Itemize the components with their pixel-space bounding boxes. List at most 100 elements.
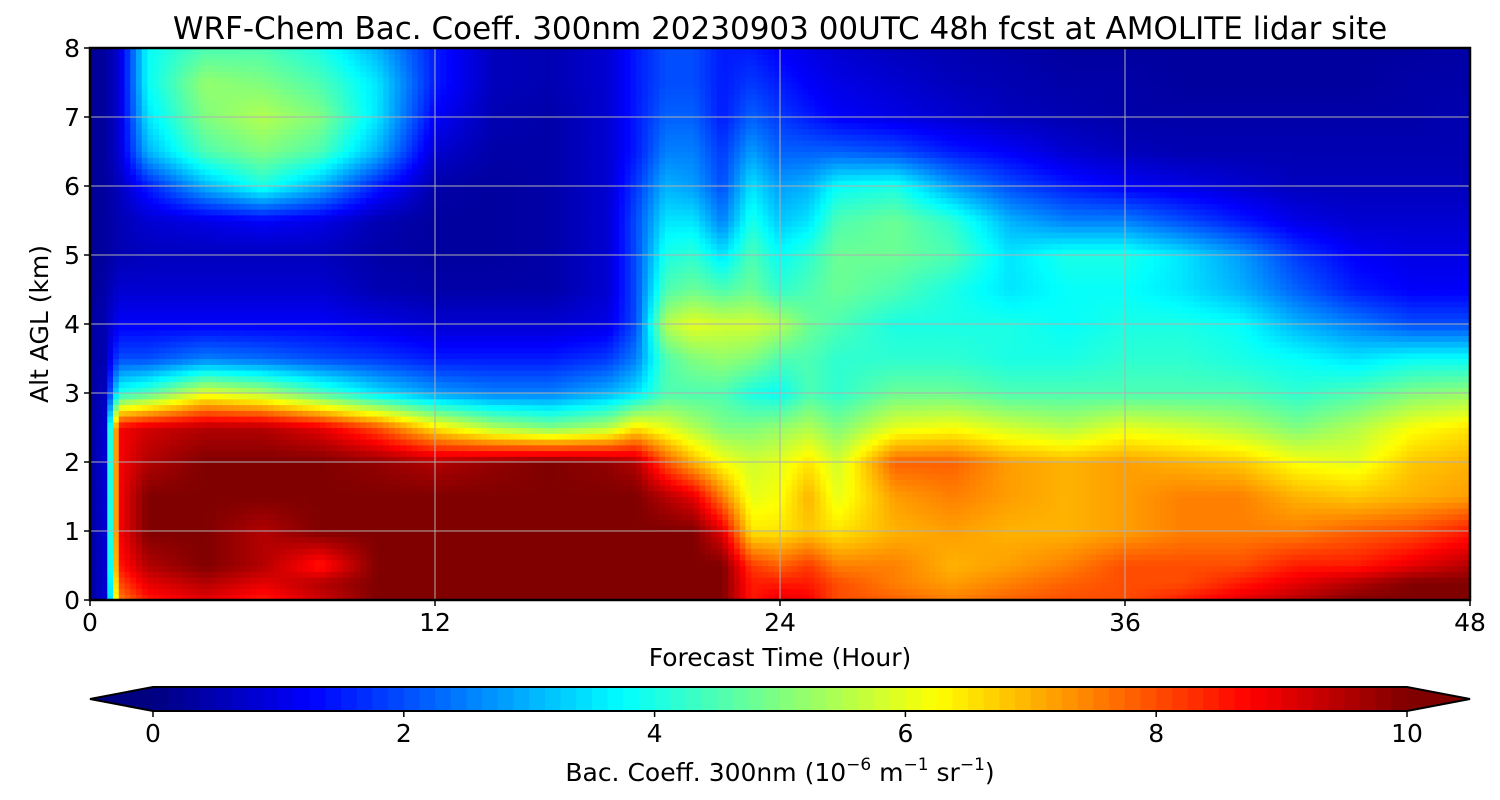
heatmap-cell [849, 520, 855, 526]
heatmap-cell [1194, 554, 1200, 560]
heatmap-cell [1033, 514, 1039, 520]
heatmap-cell [360, 508, 366, 514]
heatmap-cell [757, 485, 763, 491]
heatmap-cell [734, 566, 740, 572]
heatmap-cell [889, 479, 895, 485]
heatmap-cell [240, 497, 246, 503]
heatmap-cell [1027, 560, 1033, 566]
heatmap-cell [1085, 577, 1091, 583]
heatmap-cell [194, 508, 200, 514]
heatmap-cell [1326, 560, 1332, 566]
heatmap-cell [1344, 566, 1350, 572]
heatmap-cell [1395, 537, 1401, 543]
heatmap-cell [527, 566, 533, 572]
heatmap-cell [1332, 548, 1338, 554]
heatmap-cell [136, 554, 142, 560]
heatmap-cell [498, 554, 504, 560]
heatmap-cell [424, 548, 430, 554]
heatmap-cell [1292, 502, 1298, 508]
heatmap-cell [314, 560, 320, 566]
heatmap-cell [613, 589, 619, 595]
heatmap-cell [757, 589, 763, 595]
heatmap-cell [1436, 502, 1442, 508]
heatmap-cell [843, 485, 849, 491]
heatmap-cell [286, 571, 292, 577]
heatmap-cell [596, 548, 602, 554]
heatmap-cell [694, 514, 700, 520]
heatmap-cell [780, 577, 786, 583]
heatmap-cell [441, 560, 447, 566]
heatmap-cell [1407, 589, 1413, 595]
heatmap-cell [1211, 508, 1217, 514]
heatmap-cell [631, 531, 637, 537]
heatmap-cell [498, 577, 504, 583]
heatmap-cell [654, 548, 660, 554]
heatmap-cell [740, 554, 746, 560]
heatmap-cell [378, 485, 384, 491]
heatmap-cell [1361, 577, 1367, 583]
heatmap-cell [222, 571, 228, 577]
heatmap-cell [1194, 502, 1200, 508]
heatmap-cell [107, 497, 113, 503]
heatmap-cell [1263, 508, 1269, 514]
heatmap-cell [1160, 502, 1166, 508]
heatmap-cell [355, 485, 361, 491]
heatmap-cell [642, 537, 648, 543]
heatmap-cell [1240, 514, 1246, 520]
heatmap-cell [1372, 520, 1378, 526]
heatmap-cell [1039, 508, 1045, 514]
heatmap-cell [125, 479, 131, 485]
heatmap-cell [930, 502, 936, 508]
heatmap-cell [539, 537, 545, 543]
heatmap-cell [671, 531, 677, 537]
heatmap-cell [475, 583, 481, 589]
heatmap-cell [119, 554, 125, 560]
heatmap-cell [809, 520, 815, 526]
heatmap-cell [602, 508, 608, 514]
heatmap-cell [280, 479, 286, 485]
heatmap-cell [1016, 508, 1022, 514]
heatmap-cell [1010, 485, 1016, 491]
heatmap-cell [326, 583, 332, 589]
heatmap-cell [1453, 548, 1459, 554]
heatmap-cell [1085, 566, 1091, 572]
heatmap-cell [953, 543, 959, 549]
heatmap-cell [625, 537, 631, 543]
heatmap-cell [746, 491, 752, 497]
heatmap-cell [263, 491, 269, 497]
heatmap-cell [780, 537, 786, 543]
heatmap-cell [889, 560, 895, 566]
heatmap-cell [452, 560, 458, 566]
heatmap-cell [1280, 485, 1286, 491]
heatmap-cell [326, 560, 332, 566]
heatmap-cell [1240, 497, 1246, 503]
heatmap-cell [838, 583, 844, 589]
heatmap-cell [1234, 577, 1240, 583]
heatmap-cell [694, 520, 700, 526]
heatmap-cell [780, 508, 786, 514]
heatmap-cell [866, 589, 872, 595]
heatmap-cell [866, 571, 872, 577]
heatmap-cell [464, 485, 470, 491]
heatmap-cell [930, 566, 936, 572]
heatmap-cell [1091, 497, 1097, 503]
heatmap-cell [521, 589, 527, 595]
heatmap-cell [1418, 485, 1424, 491]
heatmap-cell [1436, 491, 1442, 497]
heatmap-cell [194, 514, 200, 520]
heatmap-cell [1424, 531, 1430, 537]
heatmap-cell [1401, 543, 1407, 549]
heatmap-cell [648, 554, 654, 560]
heatmap-cell [769, 583, 775, 589]
heatmap-cell [1303, 508, 1309, 514]
heatmap-cell [188, 531, 194, 537]
heatmap-cell [142, 502, 148, 508]
heatmap-cell [728, 560, 734, 566]
heatmap-cell [372, 583, 378, 589]
heatmap-cell [838, 543, 844, 549]
heatmap-cell [579, 514, 585, 520]
heatmap-cell [521, 571, 527, 577]
heatmap-cell [165, 543, 171, 549]
heatmap-cell [947, 583, 953, 589]
heatmap-cell [1338, 589, 1344, 595]
